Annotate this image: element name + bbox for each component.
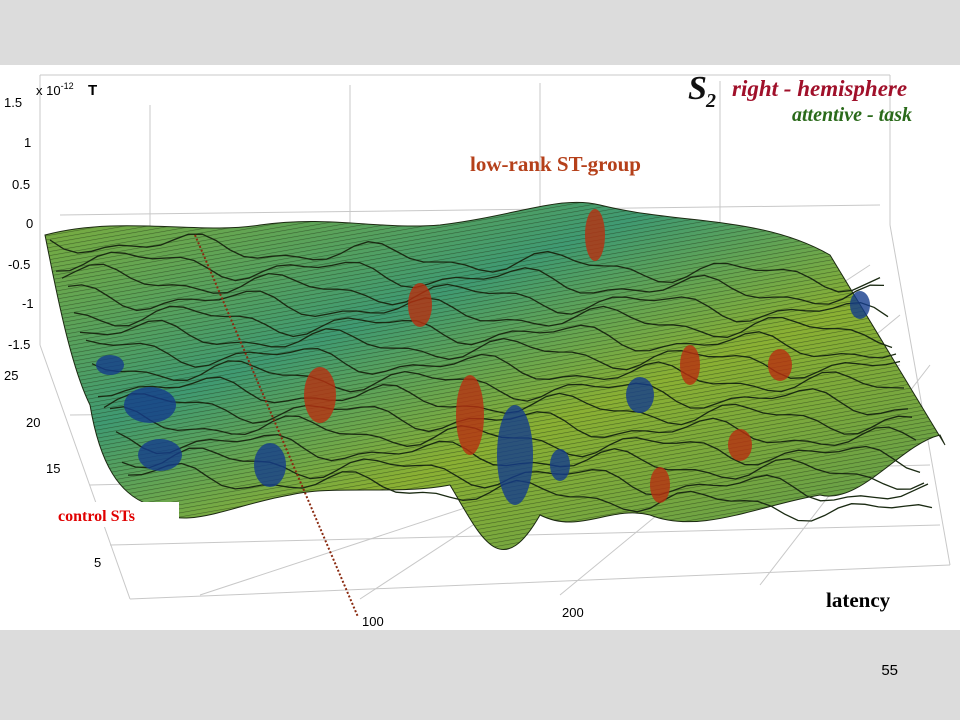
control-label-bg [52,502,179,527]
title-task: attentive - task [792,104,912,126]
surface-peak [768,349,792,381]
y-axis: 25 20 15 5 [4,368,101,570]
surface-peak [850,291,870,319]
surface-peak [497,405,533,505]
z-axis: x 10-12 T 1.5 1 0.5 0 -0.5 -1 -1.5 [4,81,97,352]
surface-peak [408,283,432,327]
y-tick-3: 15 [46,461,60,476]
surface-ridge [49,233,881,293]
z-tick-4: 0 [26,216,33,231]
surface-ridge [73,305,897,359]
surface-peak [585,209,605,261]
surface-peak [96,355,124,375]
surface-peak [456,375,484,455]
surface-peak [254,443,286,487]
y-tick-4: 5 [94,555,101,570]
slide-number: 55 [881,662,898,679]
surface-ridge [91,360,909,416]
x-tick-1: 100 [362,614,384,629]
title-hemisphere: right - hemisphere [732,76,907,101]
y-tick-1: 25 [4,368,18,383]
surface-peak [124,387,176,423]
title-block: S 2 right - hemisphere attentive - task [688,70,912,126]
surface-ridge [55,251,885,305]
surface-peak [304,367,336,423]
surface-peak [680,345,700,385]
z-tick-3: 0.5 [12,177,30,192]
surface-peaks [96,209,870,505]
group-label: low-rank ST-group [470,152,641,176]
surface-ridge [127,462,933,522]
z-tick-5: -0.5 [8,257,30,272]
z-unit: T [88,82,97,99]
z-tick-6: -1 [22,296,34,311]
z-tick-2: 1 [24,135,31,150]
surface-ridges [49,233,933,522]
surface-peak [728,429,752,461]
surface-ridge [97,376,913,435]
surface-peak [650,467,670,503]
surface-ridge [85,339,905,393]
surface-plot: x 10-12 T 1.5 1 0.5 0 -0.5 -1 -1.5 25 20… [4,70,951,629]
x-axis-label: latency [826,588,891,612]
plot-panel: x 10-12 T 1.5 1 0.5 0 -0.5 -1 -1.5 25 20… [0,65,960,630]
surface-peak [138,439,182,471]
z-tick-7: -1.5 [8,337,30,352]
surface-peak [550,449,570,481]
y-tick-2: 20 [26,415,40,430]
title-s-sub: 2 [705,90,716,112]
z-exponent: x 10-12 [36,81,74,98]
x-axis: 100 200 latency [362,588,891,629]
x-tick-2: 200 [562,605,584,620]
control-label: control STs [58,508,135,525]
z-tick-1: 1.5 [4,95,22,110]
surface-ridge [61,263,889,323]
surface-peak [626,377,654,413]
surface-ridge [67,284,893,349]
surface-ridge [79,319,901,379]
title-s: S [688,70,707,107]
control-line [194,234,359,618]
